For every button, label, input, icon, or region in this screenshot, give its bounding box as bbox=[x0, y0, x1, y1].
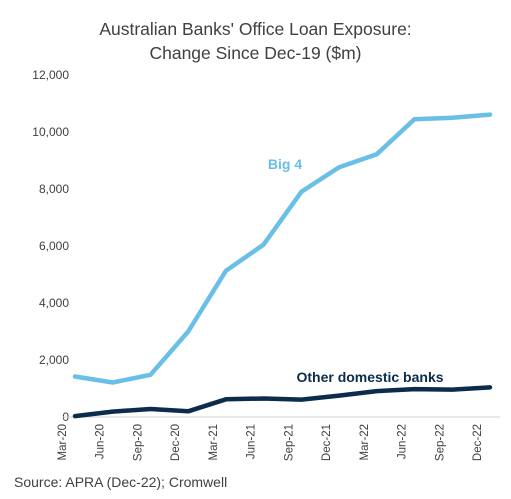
chart-title-line-1: Australian Banks' Office Loan Exposure: bbox=[99, 19, 412, 39]
y-tick-label: 4,000 bbox=[39, 296, 69, 310]
chart-title: Australian Banks' Office Loan Exposure: … bbox=[0, 17, 511, 65]
y-tick-label: 8,000 bbox=[39, 182, 69, 196]
x-axis: Mar-20 Jun-20 Sep-20 Dec-20 Mar-21 Jun-21 Sep-… bbox=[57, 424, 484, 461]
series-line-other-domestic-banks bbox=[72, 385, 493, 419]
x-tick-label: Sep-21 bbox=[283, 424, 295, 461]
x-tick-label: Sep-22 bbox=[434, 424, 446, 461]
series-layer bbox=[72, 112, 493, 419]
x-tick-label: Jun-20 bbox=[95, 424, 107, 459]
y-tick-label: 2,000 bbox=[39, 353, 69, 367]
x-tick-label: Jun-22 bbox=[397, 424, 409, 459]
chart-title-line-2: Change Since Dec-19 ($m) bbox=[149, 43, 362, 63]
x-tick-label: Mar-22 bbox=[359, 424, 371, 460]
x-tick-label: Dec-21 bbox=[321, 424, 333, 461]
series-label-big-4: Big 4 bbox=[268, 156, 302, 172]
x-tick-label: Mar-21 bbox=[208, 424, 220, 460]
x-tick-label: Jun-21 bbox=[246, 424, 258, 459]
x-tick-label: Mar-20 bbox=[57, 424, 69, 460]
x-tick-label: Dec-22 bbox=[472, 424, 484, 461]
series-labels: Big 4 Other domestic banks bbox=[268, 156, 444, 385]
y-tick-label: 6,000 bbox=[39, 239, 69, 253]
x-tick-label: Sep-20 bbox=[132, 424, 144, 461]
x-tick-label: Dec-20 bbox=[170, 424, 182, 461]
y-tick-label: 10,000 bbox=[32, 125, 69, 139]
y-tick-label: 12,000 bbox=[32, 68, 69, 82]
series-label-other-domestic-banks: Other domestic banks bbox=[296, 369, 443, 385]
series-line-big-4 bbox=[72, 112, 493, 385]
source-note: Source: APRA (Dec-22); Cromwell bbox=[14, 474, 228, 490]
